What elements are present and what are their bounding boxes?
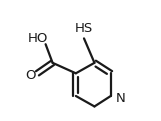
Text: HO: HO — [28, 32, 49, 45]
Text: HS: HS — [75, 22, 93, 35]
Text: N: N — [115, 92, 125, 105]
Text: O: O — [25, 69, 36, 82]
